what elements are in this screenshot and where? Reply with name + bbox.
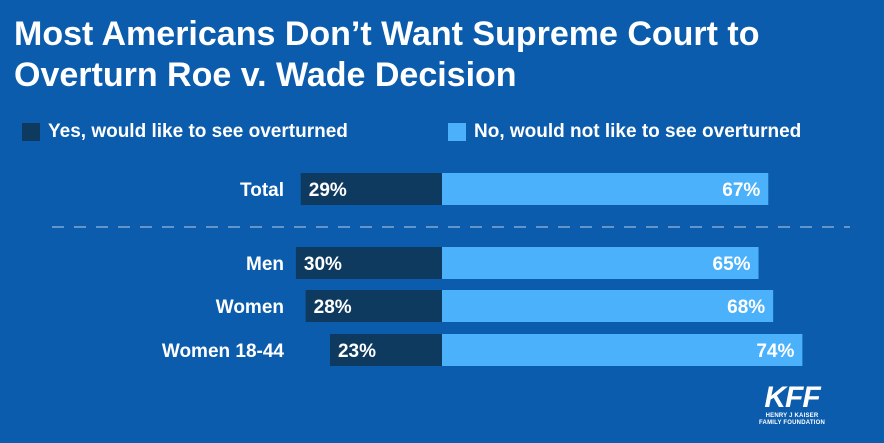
bar-yes-total (300, 173, 442, 205)
data-label-yes-women: 28% (314, 297, 352, 318)
bar-no-women (442, 290, 774, 322)
legend-label-no: No, would not like to see overturned (474, 121, 802, 142)
bar-yes-men (295, 247, 442, 279)
data-label-yes-women-18-44: 23% (338, 341, 376, 362)
logo-line-2: FAMILY FOUNDATION (759, 420, 825, 426)
kff-logo: KFF HENRY J KAISER FAMILY FOUNDATION (756, 383, 828, 427)
bar-yes-women (305, 290, 442, 322)
legend: Yes, would like to see overturned No, wo… (0, 121, 884, 143)
category-label-total: Total (240, 180, 284, 201)
data-label-no-total: 67% (722, 180, 760, 201)
bar-no-total (442, 173, 769, 205)
bar-yes-women-18-44 (329, 334, 442, 366)
legend-item-yes: Yes, would like to see overturned (22, 121, 348, 143)
legend-label-yes: Yes, would like to see overturned (48, 121, 348, 142)
category-label-men: Men (246, 254, 284, 275)
data-label-no-men: 65% (713, 254, 751, 275)
category-label-women-18-44: Women 18-44 (162, 341, 285, 362)
bar-no-men (442, 247, 759, 279)
logo-mark: KFF (764, 381, 820, 414)
legend-item-no: No, would not like to see overturned (448, 121, 801, 143)
chart-title: Most Americans Don’t Want Supreme Court … (14, 15, 760, 94)
data-label-yes-men: 30% (304, 254, 342, 275)
data-label-no-women: 68% (727, 297, 765, 318)
data-label-yes-total: 29% (309, 180, 347, 201)
bar-no-women-18-44 (442, 334, 803, 366)
legend-swatch-yes (22, 123, 40, 141)
category-label-women: Women (216, 297, 284, 318)
data-label-no-women-18-44: 74% (756, 341, 794, 362)
logo-line-1: HENRY J KAISER (765, 413, 819, 419)
legend-swatch-no (448, 123, 466, 141)
